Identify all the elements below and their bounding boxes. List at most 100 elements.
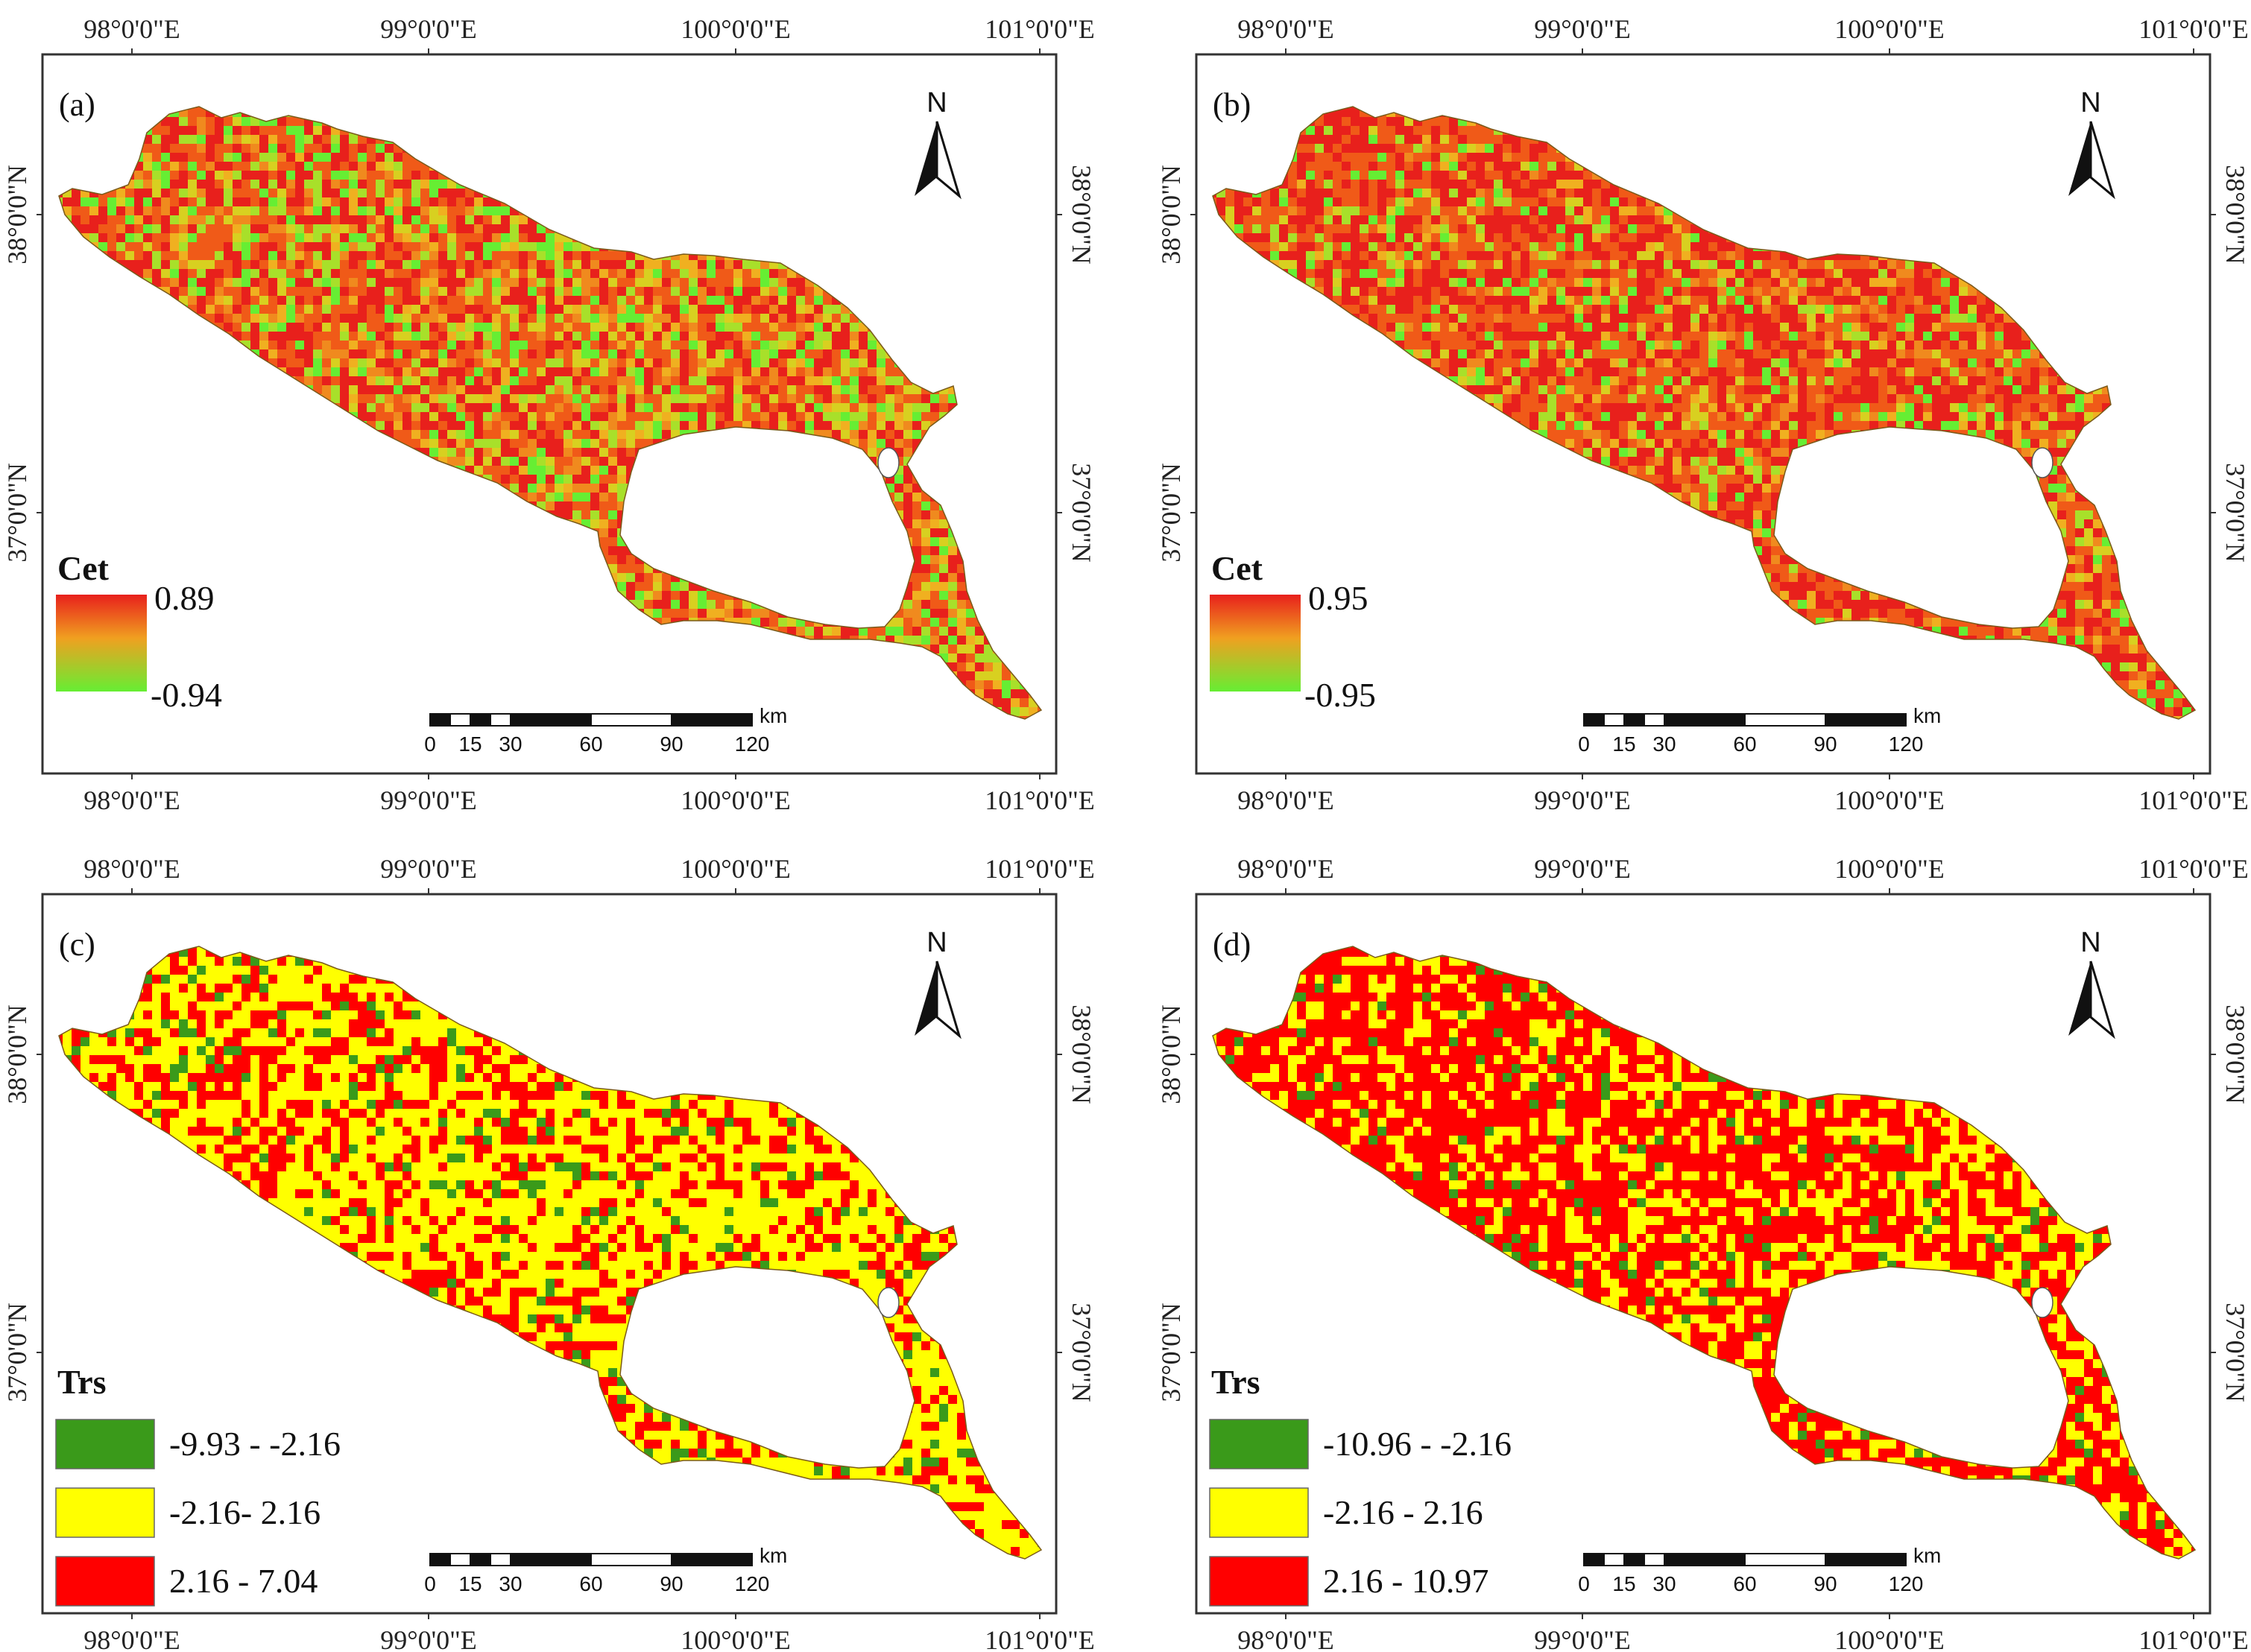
- lon-label-bottom: 100°0'0"E: [1834, 1625, 1945, 1652]
- lon-label-bottom: 99°0'0"E: [1534, 785, 1631, 815]
- lon-label-top: 98°0'0"E: [1237, 14, 1334, 44]
- map-panel-2: 98°0'0"E 98°0'0"E 99°0'0"E 99°0'0"E 100°0'0"…: [2, 854, 1096, 1652]
- basin-outline: [58, 106, 1043, 720]
- north-arrow-icon: N: [915, 87, 962, 200]
- legend-class-label: -9.93 - -2.16: [169, 1425, 341, 1463]
- lon-label-top: 99°0'0"E: [1534, 14, 1631, 44]
- lat-label-left: 37°0'0"N: [2, 463, 32, 563]
- lon-label-top: 101°0'0"E: [2138, 14, 2249, 44]
- scale-unit: km: [760, 1544, 787, 1567]
- lon-label-top: 98°0'0"E: [83, 14, 180, 44]
- scale-tick-label: 120: [735, 1572, 770, 1595]
- lat-label-right: 37°0'0"N: [2220, 463, 2250, 563]
- scale-tick-label: 90: [1813, 1572, 1837, 1595]
- lake-islet: [877, 447, 900, 478]
- panel-label: (c): [59, 926, 95, 963]
- north-label: N: [926, 927, 947, 958]
- lat-label-left: 37°0'0"N: [2, 1303, 32, 1402]
- legend-gradient-bar: [56, 595, 147, 692]
- map-frame: [1195, 53, 2211, 775]
- north-arrow-icon: N: [915, 927, 962, 1039]
- lake-islet: [877, 1287, 900, 1318]
- lon-label-bottom: 101°0'0"E: [985, 785, 1095, 815]
- legend-min: -0.95: [1304, 676, 1376, 714]
- lon-label-bottom: 99°0'0"E: [1534, 1625, 1631, 1652]
- legend-class-label: -10.96 - -2.16: [1323, 1425, 1512, 1463]
- scale-tick-label: 15: [1612, 732, 1635, 756]
- legend-swatch: [55, 1556, 155, 1607]
- lake-islet: [2031, 1287, 2053, 1318]
- lon-label-bottom: 100°0'0"E: [681, 785, 791, 815]
- scale-tick-label: 60: [1733, 1572, 1756, 1595]
- scale-tick-label: 60: [579, 732, 602, 756]
- map-frame: [41, 53, 1058, 775]
- lat-label-right: 38°0'0"N: [2220, 1004, 2250, 1104]
- legend-max: 0.89: [154, 579, 215, 617]
- scale-unit: km: [1913, 704, 1941, 727]
- lon-label-top: 99°0'0"E: [1534, 854, 1631, 884]
- legend-title: Cet: [1211, 549, 1263, 587]
- scale-tick-label: 0: [424, 1572, 436, 1595]
- lon-label-bottom: 99°0'0"E: [380, 1625, 477, 1652]
- raster-layer: [59, 107, 1041, 719]
- north-label: N: [926, 87, 947, 118]
- scale-tick-label: 120: [735, 732, 770, 756]
- raster-layer: [1213, 107, 2195, 719]
- lake-islet: [2031, 447, 2053, 478]
- panel-label: (a): [59, 86, 95, 123]
- lon-label-top: 101°0'0"E: [985, 14, 1095, 44]
- scale-unit: km: [1913, 1544, 1941, 1567]
- legend-swatch: [1209, 1419, 1309, 1469]
- legend-swatch: [55, 1487, 155, 1538]
- map-panel-3: 98°0'0"E 98°0'0"E 99°0'0"E 99°0'0"E 100°0'0"…: [1156, 854, 2250, 1652]
- legend-class-label: 2.16 - 7.04: [169, 1562, 318, 1600]
- lon-label-top: 100°0'0"E: [1834, 14, 1945, 44]
- lon-label-top: 100°0'0"E: [681, 854, 791, 884]
- map-panel-1: 98°0'0"E 98°0'0"E 99°0'0"E 99°0'0"E 100°0'0"…: [1156, 14, 2250, 815]
- lat-label-right: 38°0'0"N: [1067, 1004, 1096, 1104]
- lat-label-left: 38°0'0"N: [2, 1004, 32, 1104]
- scale-tick-label: 120: [1889, 732, 1924, 756]
- lon-label-bottom: 100°0'0"E: [681, 1625, 791, 1652]
- lon-label-top: 101°0'0"E: [2138, 854, 2249, 884]
- basin-outline: [1212, 106, 2197, 720]
- legend-swatch: [1209, 1487, 1309, 1538]
- lon-label-bottom: 101°0'0"E: [985, 1625, 1095, 1652]
- legend-class-label: -2.16 - 2.16: [1323, 1493, 1483, 1531]
- lat-label-right: 38°0'0"N: [1067, 165, 1096, 265]
- lon-label-bottom: 98°0'0"E: [1237, 785, 1334, 815]
- scale-tick-label: 120: [1889, 1572, 1924, 1595]
- map-panel-0: 98°0'0"E 98°0'0"E 99°0'0"E 99°0'0"E 100°0'0"…: [2, 14, 1096, 815]
- lat-label-right: 37°0'0"N: [1067, 1303, 1096, 1402]
- panel-label: (d): [1213, 926, 1251, 963]
- lon-label-top: 101°0'0"E: [985, 854, 1095, 884]
- legend-max: 0.95: [1308, 579, 1368, 617]
- legend-swatch: [55, 1419, 155, 1469]
- legend: Cet 0.89 -0.94: [56, 549, 222, 714]
- basin-outline: [1212, 946, 2197, 1560]
- scale-bar: 0 15 30 60 90 120 km: [424, 1544, 787, 1595]
- north-arrow-icon: N: [2068, 927, 2115, 1039]
- scale-tick-label: 90: [1813, 732, 1837, 756]
- legend-gradient-bar: [1210, 595, 1301, 692]
- lat-label-left: 38°0'0"N: [1156, 1004, 1186, 1104]
- lon-label-top: 99°0'0"E: [380, 14, 477, 44]
- raster-layer: [59, 946, 1041, 1559]
- raster-layer: [1213, 946, 2195, 1559]
- lat-label-right: 37°0'0"N: [2220, 1303, 2250, 1402]
- scale-unit: km: [760, 704, 787, 727]
- scale-tick-label: 0: [1578, 1572, 1590, 1595]
- lat-label-left: 37°0'0"N: [1156, 463, 1186, 563]
- scale-tick-label: 90: [660, 1572, 683, 1595]
- lon-label-top: 98°0'0"E: [1237, 854, 1334, 884]
- scale-tick-label: 0: [424, 732, 436, 756]
- lon-label-bottom: 101°0'0"E: [2138, 785, 2249, 815]
- legend-title: Trs: [57, 1363, 107, 1401]
- lat-label-left: 37°0'0"N: [1156, 1303, 1186, 1402]
- basin-outline: [58, 946, 1043, 1560]
- lon-label-bottom: 98°0'0"E: [1237, 1625, 1334, 1652]
- scale-bar: 0 15 30 60 90 120 km: [1578, 704, 1941, 756]
- lat-label-right: 37°0'0"N: [1067, 463, 1096, 563]
- map-frame: [41, 893, 1058, 1615]
